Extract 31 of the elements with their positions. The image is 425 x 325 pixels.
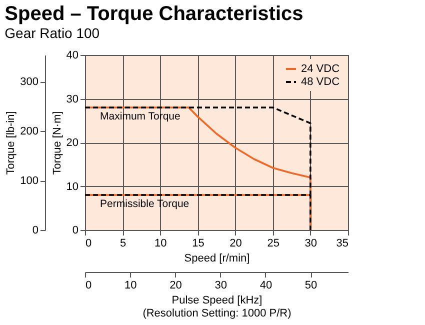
x-axis-title: Speed [r/min] (184, 252, 250, 264)
x-tick-label: 25 (267, 238, 280, 250)
y2-tick-label: 200 (20, 126, 38, 138)
y-tick-label: 0 (72, 224, 78, 236)
y-axis-title: Torque [N·m] (51, 111, 64, 175)
y2-tick-label: 100 (20, 175, 38, 188)
x-tick-label: 10 (154, 238, 167, 250)
y2-tick-label: 0 (32, 224, 38, 236)
y2-axis-title: Torque [lb-in] (5, 111, 18, 175)
legend-label: 24 VDC (301, 63, 340, 75)
y-tick-label: 10 (66, 180, 78, 193)
x2-axis-title: Pulse Speed [kHz] (Resolution Setting: 1000 P/R) (142, 294, 292, 320)
x-tick-label: 15 (192, 238, 204, 250)
y-tick-label: 30 (66, 93, 78, 106)
chart-title: Speed – Torque Characteristics (4, 3, 304, 25)
x2-tick-label: 50 (304, 280, 318, 292)
chart-subtitle: Gear Ratio 100 (4, 25, 100, 41)
x-tick-label: 35 (336, 238, 348, 250)
x-tick-label: 0 (86, 238, 92, 250)
y2-tick-label: 300 (20, 76, 38, 88)
x2-tick-label: 10 (124, 280, 137, 292)
y-tick-label: 20 (66, 137, 78, 149)
x2-tick-label: 30 (214, 280, 227, 292)
x-tick-label: 5 (120, 238, 126, 250)
x2-tick-label: 0 (86, 280, 92, 292)
y-tick-label: 40 (66, 50, 78, 62)
x2-tick-label: 20 (170, 280, 182, 292)
x-tick-label: 20 (230, 238, 242, 250)
x2-tick-label: 40 (260, 280, 272, 292)
legend-label: 48 VDC (301, 76, 340, 88)
x-tick-label: 30 (304, 238, 318, 250)
